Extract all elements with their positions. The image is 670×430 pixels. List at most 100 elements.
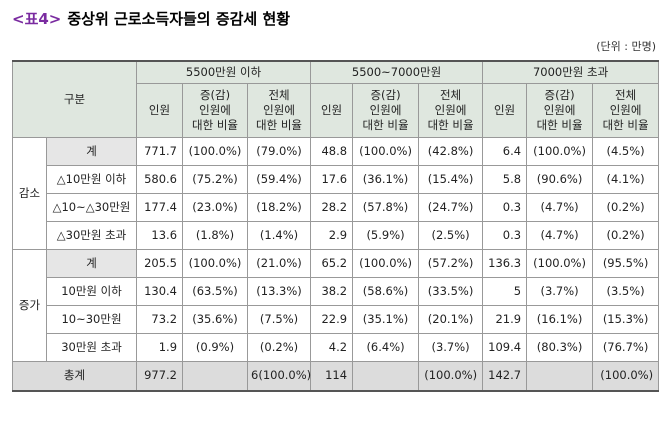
sub-header: 인원 <box>136 82 184 138</box>
table-row: △10만원 이하 580.6 (75.2%) (59.4%) 17.6 (36.1%) (1… <box>13 164 660 194</box>
data-cell: 17.6 <box>310 164 354 194</box>
title: <표4> 중상위 근로소득자들의 증감세 현황 <box>12 8 290 29</box>
data-cell: 130.4 <box>136 276 184 306</box>
table-row: 30만원 초과 1.9 (0.9%) (0.2%) 4.2 (6.4%) (3.7%) 109… <box>13 332 660 362</box>
data-cell: (100.0%) <box>182 248 249 278</box>
data-cell: (100.0%) <box>526 136 594 166</box>
empty-cell <box>526 360 594 392</box>
sub-header: 전체 인원에 대한 비율 <box>418 82 484 138</box>
data-cell: (3.7%) <box>418 332 484 362</box>
sub-header: 전체 인원에 대한 비율 <box>592 82 660 138</box>
data-cell: 73.2 <box>136 304 184 334</box>
data-cell: 109.4 <box>482 332 528 362</box>
data-cell: (16.1%) <box>526 304 594 334</box>
data-cell: (7.5%) <box>247 304 312 334</box>
data-cell: 28.2 <box>310 192 354 222</box>
data-cell: (1.4%) <box>247 220 312 250</box>
sub-header: 인원 <box>482 82 528 138</box>
data-cell: (15.4%) <box>418 164 484 194</box>
group-header: 5500만원 이하 <box>136 60 312 84</box>
total-share: (100.0%) <box>592 360 660 392</box>
data-cell: (4.7%) <box>526 192 594 222</box>
data-cell: 65.2 <box>310 248 354 278</box>
row-label: 30만원 초과 <box>45 332 138 362</box>
data-cell: (4.1%) <box>592 164 660 194</box>
table-row: 구분 5500만원 이하 5500~7000만원 7000만원 초과 <box>11 60 660 138</box>
data-cell: (100.0%) <box>526 248 594 278</box>
data-cell: (90.6%) <box>526 164 594 194</box>
total-count: 142.7 <box>482 360 528 392</box>
data-cell: (58.6%) <box>352 276 420 306</box>
data-cell: (1.8%) <box>182 220 249 250</box>
row-label: △10~△30만원 <box>45 192 138 222</box>
data-cell: (80.3%) <box>526 332 594 362</box>
section-label: 증가 <box>12 248 47 362</box>
data-cell: 580.6 <box>136 164 184 194</box>
data-cell: 5 <box>482 276 528 306</box>
data-cell: (95.5%) <box>592 248 660 278</box>
data-cell: 13.6 <box>136 220 184 250</box>
data-cell: (100.0%) <box>352 136 420 166</box>
data-cell: 4.2 <box>310 332 354 362</box>
data-cell: 1.9 <box>136 332 184 362</box>
data-cell: 177.4 <box>136 192 184 222</box>
data-cell: (35.1%) <box>352 304 420 334</box>
data-cell: (23.0%) <box>182 192 249 222</box>
data-cell: 5.8 <box>482 164 528 194</box>
row-label: 계 <box>45 248 138 278</box>
table-row: 10~30만원 73.2 (35.6%) (7.5%) 22.9 (35.1%) (20.1… <box>13 304 660 334</box>
data-cell: (21.0%) <box>247 248 312 278</box>
data-cell: (59.4%) <box>247 164 312 194</box>
data-cell: 22.9 <box>310 304 354 334</box>
empty-cell <box>352 360 420 392</box>
row-label: 10~30만원 <box>45 304 138 334</box>
data-table: 구분 5500만원 이하 5500~7000만원 7000만원 초과 인원 증(감) 인원… <box>11 60 660 392</box>
data-cell: 48.8 <box>310 136 354 166</box>
data-cell: (42.8%) <box>418 136 484 166</box>
data-cell: 0.3 <box>482 220 528 250</box>
data-cell: (5.9%) <box>352 220 420 250</box>
data-cell: (24.7%) <box>418 192 484 222</box>
sub-header: 인원 <box>310 82 354 138</box>
table-row: △30만원 초과 13.6 (1.8%) (1.4%) 2.9 (5.9%) (2.5%) 0… <box>13 220 660 250</box>
total-count: 977.2 <box>136 360 184 392</box>
row-label: △10만원 이하 <box>45 164 138 194</box>
data-cell: (0.2%) <box>592 220 660 250</box>
data-cell: (35.6%) <box>182 304 249 334</box>
table-row: △10~△30만원 177.4 (23.0%) (18.2%) 28.2 (57.8%)(… <box>13 192 660 222</box>
table-row: 감소 계 771.7 (100.0%) (79.0%) 48.8 (100.0%) (42.8… <box>12 136 660 250</box>
data-cell: (63.5%) <box>182 276 249 306</box>
data-cell: (36.1%) <box>352 164 420 194</box>
data-cell: (3.5%) <box>592 276 660 306</box>
data-cell: (0.2%) <box>247 332 312 362</box>
total-label: 총계 <box>11 360 138 392</box>
total-share: 6(100.0%) <box>247 360 311 392</box>
data-cell: (100.0%) <box>352 248 420 278</box>
data-cell: (18.2%) <box>247 192 312 222</box>
sub-header: 증(감) 인원에 대한 비율 <box>526 82 594 138</box>
data-cell: (76.7%) <box>592 332 660 362</box>
row-label: 계 <box>45 136 138 166</box>
table-row: 인원 증(감) 인원에 대한 비율 전체 인원에 대한 비율 인원 증(감) 인원에 대… <box>13 82 660 138</box>
table-row: 증가 계 205.5 (100.0%) (21.0%) 65.2 (100.0%) (57.2… <box>12 248 660 362</box>
data-cell: (57.8%) <box>352 192 420 222</box>
data-cell: (13.3%) <box>247 276 312 306</box>
data-cell: (4.5%) <box>592 136 660 166</box>
group-header: 7000만원 초과 <box>482 60 660 84</box>
total-count: 114 <box>310 360 354 392</box>
data-cell: 6.4 <box>482 136 528 166</box>
table-number: <표4> <box>12 10 62 28</box>
data-cell: (0.9%) <box>182 332 249 362</box>
data-cell: (20.1%) <box>418 304 484 334</box>
table-row: 총계 977.2 6(100.0%) 114 (100.0%) 142.7 (100.0%) <box>11 360 660 392</box>
data-cell: (0.2%) <box>592 192 660 222</box>
group-header: 5500~7000만원 <box>310 60 484 84</box>
data-cell: (33.5%) <box>418 276 484 306</box>
sub-header: 증(감) 인원에 대한 비율 <box>182 82 249 138</box>
unit-note: (단위 : 만명) <box>596 40 656 53</box>
data-cell: 771.7 <box>136 136 184 166</box>
data-cell: (79.0%) <box>247 136 312 166</box>
total-share: (100.0%) <box>418 360 484 392</box>
data-cell: 38.2 <box>310 276 354 306</box>
